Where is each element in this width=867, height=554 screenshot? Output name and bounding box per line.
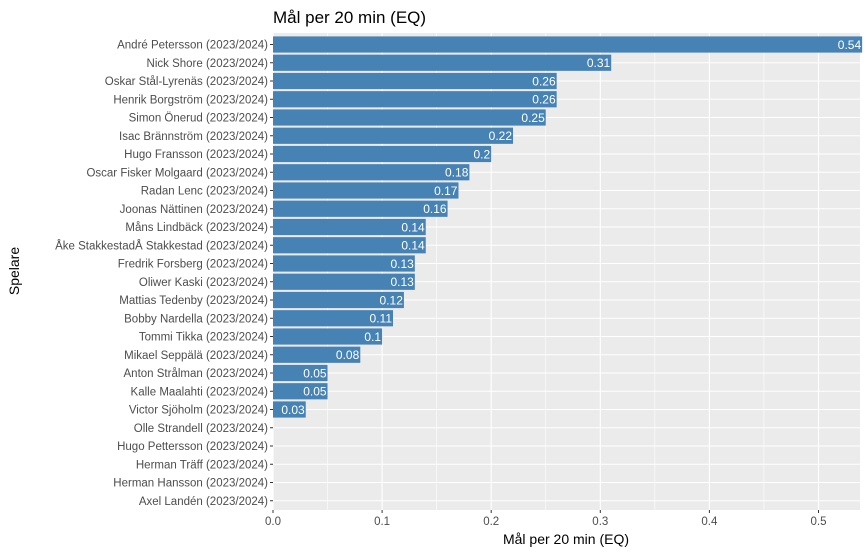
bar-value-label: 0.18: [445, 166, 469, 180]
y-tick-label: Hugo Fransson (2023/2024): [124, 149, 268, 161]
y-tick-label: Radan Lenc (2023/2024): [141, 186, 268, 198]
y-tick-label: Måns Lindbäck (2023/2024): [125, 222, 268, 234]
bar-value-label: 0.11: [370, 312, 393, 326]
y-axis: André Petersson (2023/2024) Nick Shore (2…: [55, 40, 273, 508]
bar: [273, 200, 448, 217]
y-tick-label: Olle Strandell (2023/2024): [134, 423, 268, 435]
y-tick-label: Nick Shore (2023/2024): [147, 58, 269, 70]
bar: [273, 91, 557, 108]
bar-value-label: 0.26: [532, 93, 556, 107]
y-tick-label: Mattias Tedenby (2023/2024): [119, 295, 268, 307]
x-axis: 0.0 0.1 0.2 0.3 0.4 0.5: [265, 510, 827, 528]
bar: [273, 109, 546, 126]
y-tick-label: Simon Önerud (2023/2024): [129, 113, 269, 125]
bar-value-label: 0.12: [380, 293, 404, 307]
bar: [273, 218, 426, 236]
y-tick-label: Hugo Pettersson (2023/2024): [117, 441, 268, 453]
bar-value-label: 0.31: [587, 56, 611, 70]
bar-value-label: 0.25: [521, 111, 545, 125]
major-gridlines: [272, 33, 860, 510]
bar: [273, 383, 328, 400]
bar-value-label: 0.16: [423, 202, 447, 216]
bar-value-label: 0.08: [336, 348, 360, 362]
bar-value-label: 0.17: [434, 184, 458, 198]
bar-value-labels: 0.54 0.31 0.26 0.26 0.25 0.22 0.2 0.18 0.17 0.16 0…: [281, 38, 861, 417]
y-tick-label: Anton Strålman (2023/2024): [124, 368, 269, 380]
y-tick-label: Henrik Borgström (2023/2024): [113, 94, 268, 106]
chart-title: Mål per 20 min (EQ): [273, 8, 426, 27]
bar: [273, 54, 612, 71]
bar-value-label: 0.54: [838, 38, 862, 52]
y-tick-label: André Petersson (2023/2024): [117, 40, 268, 52]
bar-value-label: 0.22: [489, 129, 513, 143]
y-tick-label: Tommi Tikka (2023/2024): [139, 332, 268, 344]
bar: [273, 291, 404, 309]
y-tick-label: Oskar Stål-Lyrenäs (2023/2024): [105, 76, 268, 88]
bar: [273, 310, 394, 327]
bar: [273, 328, 383, 345]
bar: [273, 127, 514, 144]
y-tick-label: Herman Träff (2023/2024): [136, 459, 268, 471]
bar-value-label: 0.03: [281, 403, 305, 417]
y-tick-label: Oliwer Kaski (2023/2024): [139, 277, 268, 289]
x-tick-label: 0.0: [265, 516, 281, 528]
bar-value-label: 0.1: [364, 330, 381, 344]
bar: [273, 145, 492, 163]
bar-value-label: 0.2: [474, 147, 491, 161]
y-tick-label: Joonas Nättinen (2023/2024): [120, 204, 268, 216]
y-tick-label: Axel Landén (2023/2024): [139, 496, 268, 508]
bar: [273, 182, 459, 199]
bar: [273, 36, 863, 53]
y-tick-label: Mikael Seppälä (2023/2024): [124, 350, 268, 362]
x-tick-label: 0.5: [811, 516, 827, 528]
bar-value-label: 0.14: [401, 220, 425, 234]
bars-group: [273, 36, 863, 418]
y-tick-label: Fredrik Forsberg (2023/2024): [118, 259, 268, 271]
y-tick-label: Bobby Nardella (2023/2024): [124, 313, 268, 325]
bar: [273, 401, 306, 418]
bar: [273, 346, 361, 363]
x-tick-label: 0.1: [374, 516, 390, 528]
y-tick-label: Oscar Fisker Molgaard (2023/2024): [86, 167, 268, 179]
x-tick-label: 0.4: [701, 516, 718, 528]
x-tick-label: 0.3: [592, 516, 608, 528]
x-tick-label: 0.2: [483, 516, 499, 528]
bar: [273, 72, 557, 90]
y-axis-title: Spelare: [6, 247, 22, 295]
bar: [273, 364, 328, 382]
y-tick-label: Isac Brännström (2023/2024): [119, 131, 268, 143]
bar-value-label: 0.05: [303, 385, 327, 399]
bar-value-label: 0.13: [390, 275, 414, 289]
bar: [273, 237, 426, 254]
x-axis-title: Mål per 20 min (EQ): [503, 531, 629, 547]
y-tick-label: Kalle Maalahti (2023/2024): [131, 386, 269, 398]
bar-value-label: 0.26: [532, 74, 556, 88]
bar: [273, 255, 415, 272]
y-tick-label: Victor Sjöholm (2023/2024): [129, 405, 268, 417]
bar-value-label: 0.14: [401, 239, 425, 253]
y-tick-label: Åke StakkestadÅ Stakkestad (2023/2024): [55, 239, 268, 252]
bar: [273, 164, 470, 181]
y-tick-label: Herman Hansson (2023/2024): [113, 478, 268, 490]
bar-value-label: 0.13: [390, 257, 414, 271]
bar-value-label: 0.05: [303, 366, 327, 380]
bar: [273, 273, 415, 290]
